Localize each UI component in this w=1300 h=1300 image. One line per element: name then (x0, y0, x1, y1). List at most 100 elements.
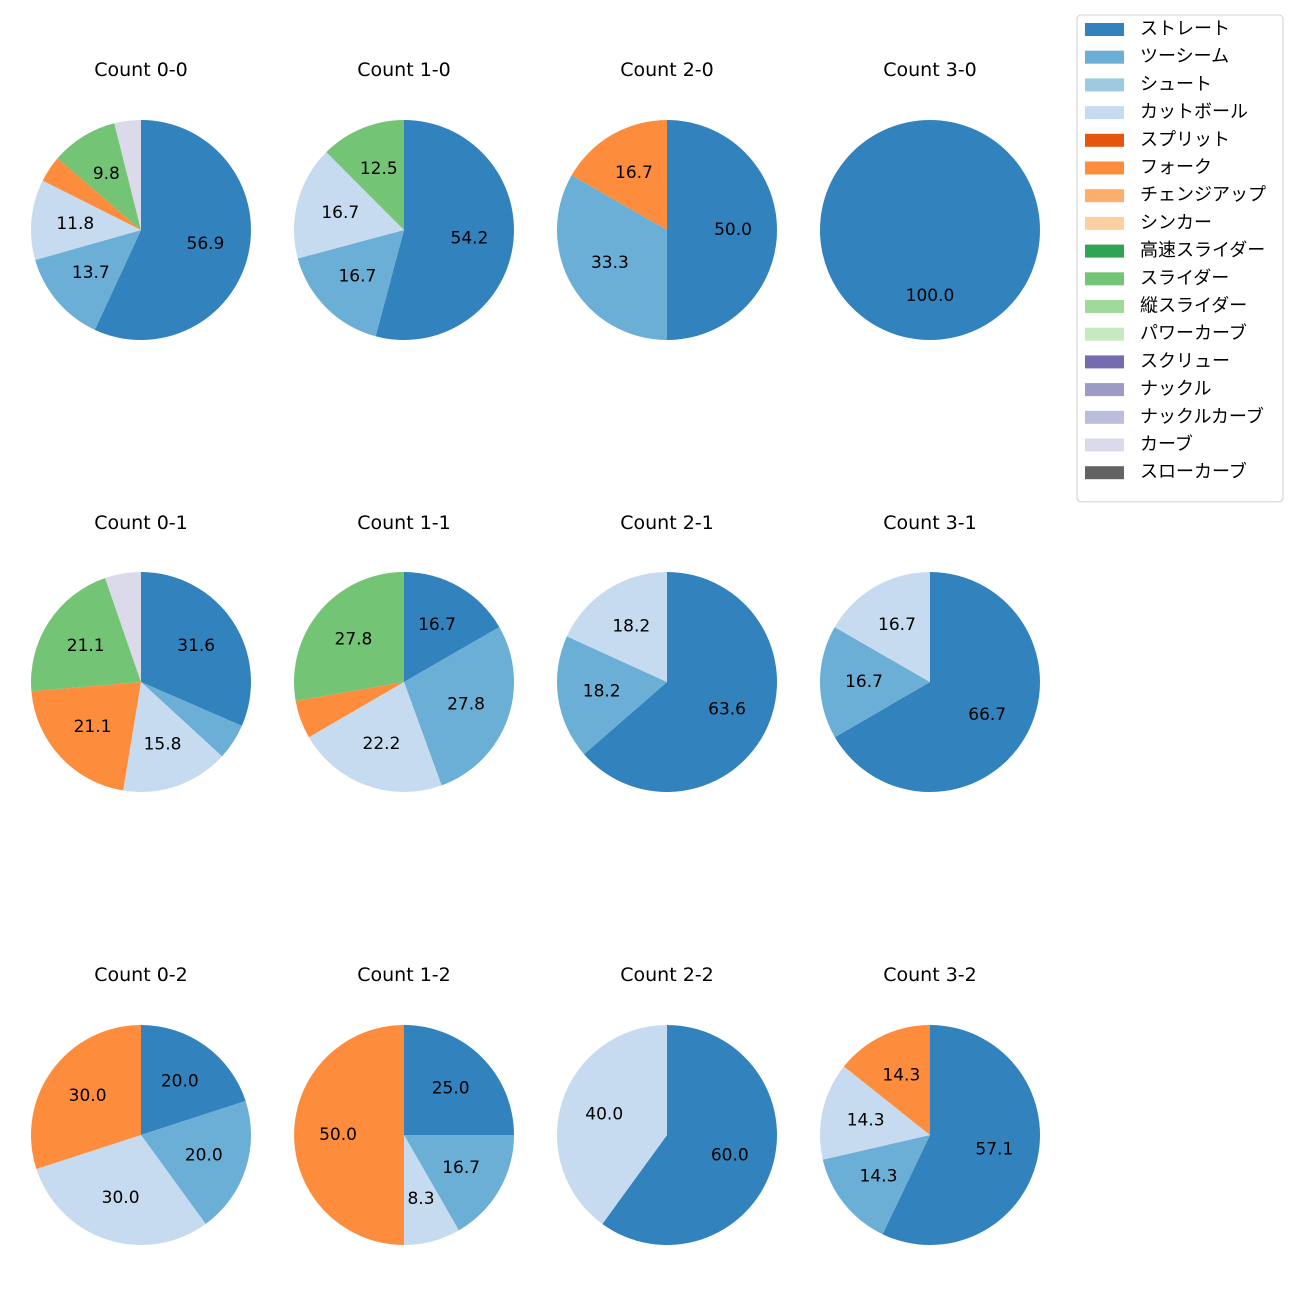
slice-percent-label: 60.0 (711, 1145, 749, 1165)
pie-slice (602, 1025, 777, 1245)
pie-slice (141, 1025, 246, 1135)
legend-swatch (1085, 106, 1124, 120)
legend-label: スプリット (1140, 129, 1230, 150)
pie-slice (566, 572, 667, 682)
pie-slice (820, 120, 1040, 340)
legend-label: カーブ (1140, 433, 1193, 455)
pie-slice (326, 120, 404, 230)
panel-title: Count 2-1 (620, 512, 714, 534)
pie-slice (667, 120, 777, 340)
slice-percent-label: 16.7 (418, 615, 456, 635)
pie-panel: Count 2-2 60.0 40.0 (556, 964, 777, 1245)
slice-percent-label: 8.3 (407, 1189, 434, 1209)
pie-slice (297, 230, 404, 337)
slice-percent-label: 40.0 (585, 1105, 623, 1125)
slice-percent-label: 16.7 (845, 672, 883, 692)
legend-swatch (1085, 300, 1124, 313)
legend-label: シュート (1140, 74, 1212, 95)
pie-panel: Count 0-2 20.0 20.0 30.0 30.0 (30, 964, 252, 1246)
panel-title: Count 2-0 (620, 59, 714, 81)
pie-panel: Count 3-1 66.7 16.7 16.7 (819, 512, 1040, 793)
pie-slice (375, 120, 514, 340)
slice-percent-label: 27.8 (447, 695, 485, 715)
pie-slice (404, 572, 500, 682)
legend-swatch (1085, 50, 1124, 64)
slice-percent-label: 50.0 (714, 220, 752, 240)
legend-label: ナックルカーブ (1140, 405, 1264, 427)
pie-slice (404, 1025, 514, 1135)
pie-slice (31, 180, 141, 261)
legend-swatch (1085, 327, 1124, 341)
pie-slice (882, 1025, 1041, 1245)
panel-title: Count 2-2 (620, 964, 714, 986)
slice-percent-label: 25.0 (432, 1078, 470, 1098)
slice-percent-label: 21.1 (67, 636, 105, 656)
slice-percent-label: 27.8 (335, 630, 373, 650)
panel-title: Count 1-0 (357, 59, 451, 81)
legend-label: シンカー (1140, 212, 1212, 233)
slice-percent-label: 54.2 (451, 229, 489, 249)
pie-slice (819, 627, 930, 738)
slice-percent-label: 12.5 (360, 159, 398, 179)
pie-slice (94, 120, 252, 340)
slice-percent-label: 11.8 (56, 214, 94, 234)
pie-slice (571, 120, 667, 230)
pie-slice (141, 682, 242, 757)
pie-panel: Count 0-1 31.6 15.8 21.1 21.1 (30, 512, 251, 792)
legend-swatch (1085, 466, 1124, 480)
legend-swatch (1085, 23, 1124, 36)
legend-swatch (1085, 189, 1124, 203)
legend-label: スクリュー (1140, 351, 1230, 372)
pie-slice (294, 152, 404, 259)
legend-swatch (1085, 383, 1124, 397)
pie-slice (404, 627, 514, 786)
legend-label: 縦スライダー (1140, 296, 1247, 317)
slice-percent-label: 56.9 (187, 234, 225, 254)
pie-panel: Count 3-2 57.1 14.3 14.3 14.3 (819, 964, 1041, 1245)
pie-slice (822, 1135, 930, 1235)
legend-label: カットボール (1140, 102, 1248, 123)
pie-slice (834, 572, 1040, 793)
slice-percent-label: 20.0 (185, 1145, 223, 1165)
legend-swatch (1085, 133, 1124, 147)
pie-slice (141, 572, 251, 726)
pie-panel: Count 2-1 63.6 18.2 18.2 (557, 512, 778, 792)
panel-title: Count 0-1 (94, 512, 188, 534)
slice-percent-label: 15.8 (144, 734, 182, 754)
legend-label: ナックル (1140, 379, 1211, 400)
pie-slice (30, 578, 141, 692)
pie-slice (819, 1066, 930, 1160)
pie-slice (404, 1135, 459, 1245)
panel-title: Count 3-0 (883, 59, 977, 81)
slice-percent-label: 66.7 (968, 705, 1006, 725)
pie-panel: Count 1-0 54.2 16.7 16.7 12.5 (294, 59, 514, 340)
panel-title: Count 1-1 (357, 512, 451, 534)
panel-title: Count 1-2 (357, 964, 451, 986)
slice-percent-label: 30.0 (102, 1188, 140, 1208)
pie-panel: Count 3-0 100.0 (820, 59, 1040, 340)
slice-percent-label: 14.3 (847, 1110, 885, 1130)
legend-label: スライダー (1140, 268, 1229, 289)
pie-slice (584, 572, 778, 792)
panel-title: Count 0-0 (94, 59, 188, 81)
pie-slice (30, 1025, 141, 1169)
pie-slice (404, 1135, 514, 1231)
slice-percent-label: 9.8 (93, 164, 120, 184)
panel-title: Count 0-2 (94, 964, 188, 986)
pie-slice (141, 1101, 252, 1224)
slice-percent-label: 57.1 (975, 1140, 1013, 1160)
legend-box (1076, 14, 1284, 503)
legend-swatch (1085, 272, 1124, 286)
legend-label: ストレート (1140, 19, 1230, 40)
slice-percent-label: 30.0 (69, 1086, 107, 1106)
legend-label: フォーク (1140, 157, 1212, 178)
slice-percent-label: 22.2 (363, 734, 401, 754)
slice-percent-label: 16.7 (338, 267, 376, 287)
pie-slice (834, 572, 930, 682)
slice-percent-label: 50.0 (319, 1125, 357, 1145)
pie-panel: Count 2-0 50.0 33.3 16.7 (556, 59, 777, 340)
legend-swatch (1085, 355, 1124, 369)
slice-percent-label: 14.3 (860, 1166, 898, 1186)
slice-percent-label: 16.7 (615, 163, 653, 183)
